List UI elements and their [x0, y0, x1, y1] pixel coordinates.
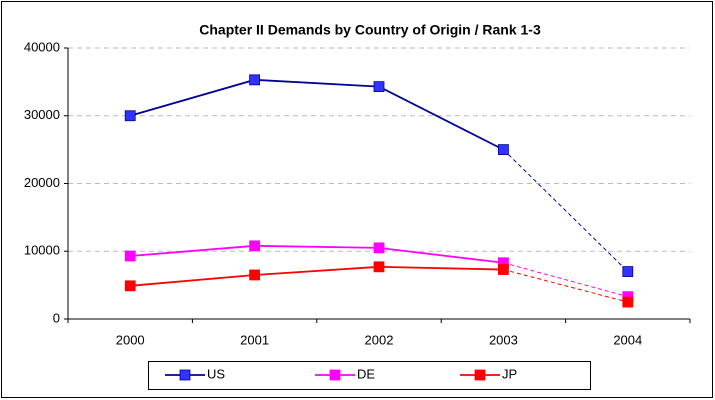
x-tick-label: 2000 [116, 332, 145, 347]
marker [124, 110, 136, 122]
marker [373, 242, 385, 254]
y-tick-label: 30000 [24, 107, 60, 122]
legend-marker [179, 369, 191, 381]
x-tick-label: 2002 [365, 332, 394, 347]
marker [497, 144, 509, 156]
series-line-dashed [503, 262, 628, 298]
y-tick-label: 10000 [24, 243, 60, 258]
marker [124, 280, 136, 292]
marker [249, 269, 261, 281]
marker [373, 81, 385, 93]
series-line [130, 244, 504, 264]
legend-marker [474, 369, 486, 381]
marker [249, 240, 261, 252]
marker [622, 266, 634, 277]
legend-label: JP [502, 366, 517, 381]
marker [497, 264, 509, 275]
legend-marker [329, 369, 341, 381]
chart-title: Chapter II Demands by Country of Origin … [199, 22, 541, 38]
series-line-dashed [503, 149, 629, 272]
y-tick-label: 40000 [24, 39, 60, 54]
marker [373, 261, 385, 273]
x-tick-label: 2003 [489, 332, 518, 347]
x-tick-label: 2001 [240, 332, 269, 347]
y-tick-label: 0 [53, 310, 60, 325]
series-line-dashed [503, 269, 628, 303]
marker [622, 296, 634, 308]
x-tick-label: 2004 [613, 332, 642, 347]
y-tick-label: 20000 [24, 175, 60, 190]
series-line [130, 265, 504, 287]
marker [249, 74, 261, 86]
legend-box [148, 361, 591, 390]
legend-label: US [207, 366, 225, 381]
marker [124, 250, 136, 262]
legend-label: DE [357, 366, 375, 381]
series-line [129, 78, 504, 151]
